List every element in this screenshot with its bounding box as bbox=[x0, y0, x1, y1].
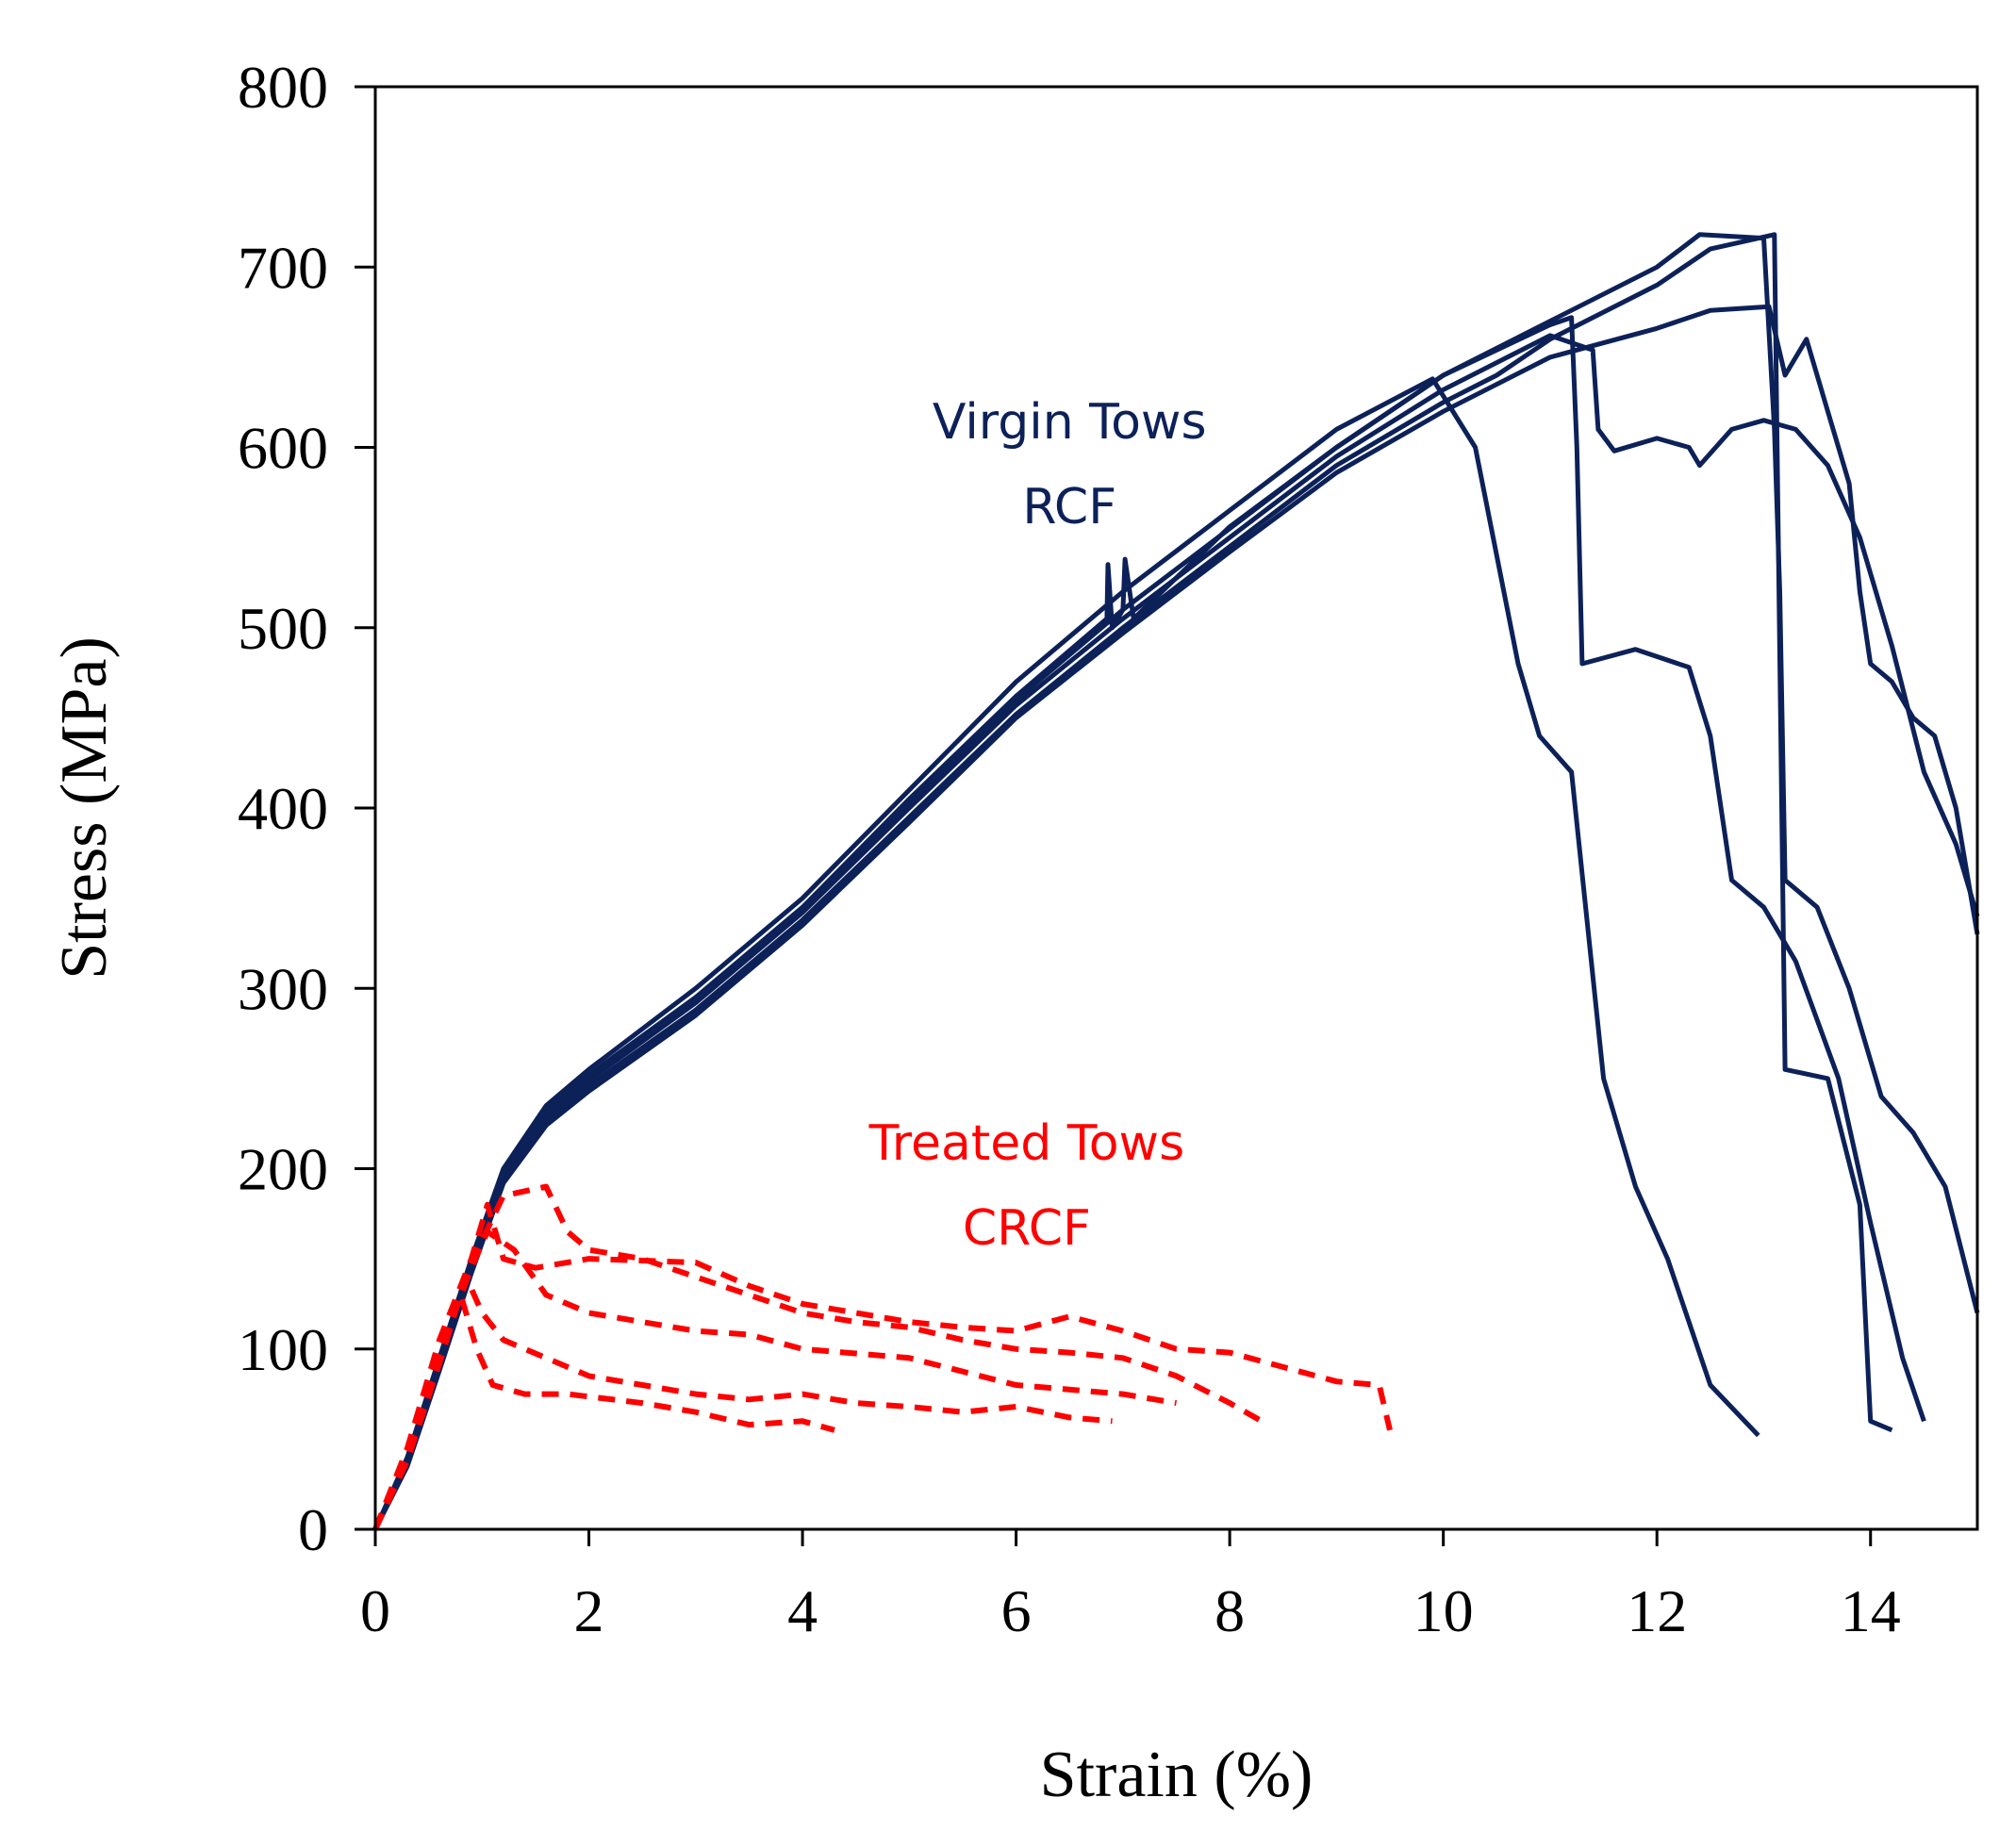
x-tick-label: 0 bbox=[360, 1577, 390, 1644]
x-tick-label: 10 bbox=[1413, 1577, 1474, 1644]
treated-tow-curve-11 bbox=[372, 1292, 835, 1531]
virgin-tows-annotation: Virgin Tows RCF bbox=[933, 394, 1207, 536]
annotation-line: Virgin Tows bbox=[933, 394, 1207, 451]
series-group bbox=[372, 232, 1980, 1531]
annotations: Virgin Tows RCF Treated Tows CRCF bbox=[868, 394, 1207, 1257]
treated-tow-curve-10 bbox=[372, 1274, 1113, 1531]
y-tick-label: 0 bbox=[298, 1496, 328, 1563]
virgin-tow-curve-6 bbox=[372, 232, 1980, 1531]
y-axis-title: Stress (MPa) bbox=[48, 636, 121, 980]
treated-tow-curve-8 bbox=[372, 1183, 1264, 1531]
virgin-tow-curve-5 bbox=[372, 304, 1980, 1531]
y-tick-label: 700 bbox=[238, 234, 328, 301]
plot-frame bbox=[373, 85, 1979, 1531]
x-axis: 0 2 4 6 8 10 12 14 bbox=[360, 1529, 1901, 1644]
annotation-line: RCF bbox=[1022, 479, 1116, 536]
virgin-tow-curve-1 bbox=[372, 376, 1760, 1531]
treated-tow-curve-7 bbox=[372, 1201, 1393, 1531]
x-tick-label: 2 bbox=[574, 1577, 604, 1644]
virgin-tow-curve-2 bbox=[372, 315, 1926, 1531]
y-tick-label: 400 bbox=[238, 775, 328, 842]
x-tick-label: 4 bbox=[787, 1577, 818, 1644]
y-tick-label: 200 bbox=[238, 1136, 328, 1203]
x-tick-label: 6 bbox=[1001, 1577, 1032, 1644]
y-tick-label: 300 bbox=[238, 955, 328, 1022]
y-axis: 0 100 200 300 400 500 600 700 800 bbox=[238, 54, 375, 1563]
treated-tow-curve-9 bbox=[372, 1229, 1177, 1531]
x-tick-label: 12 bbox=[1627, 1577, 1687, 1644]
y-tick-label: 500 bbox=[238, 595, 328, 662]
x-tick-label: 8 bbox=[1215, 1577, 1245, 1644]
x-tick-label: 14 bbox=[1841, 1577, 1901, 1644]
x-axis-title: Strain (%) bbox=[1040, 1739, 1314, 1811]
annotation-line: CRCF bbox=[963, 1200, 1091, 1257]
y-tick-label: 800 bbox=[238, 54, 328, 121]
y-tick-label: 600 bbox=[238, 415, 328, 482]
y-tick-label: 100 bbox=[238, 1316, 328, 1383]
treated-tows-annotation: Treated Tows CRCF bbox=[868, 1115, 1185, 1257]
annotation-line: Treated Tows bbox=[868, 1115, 1185, 1172]
